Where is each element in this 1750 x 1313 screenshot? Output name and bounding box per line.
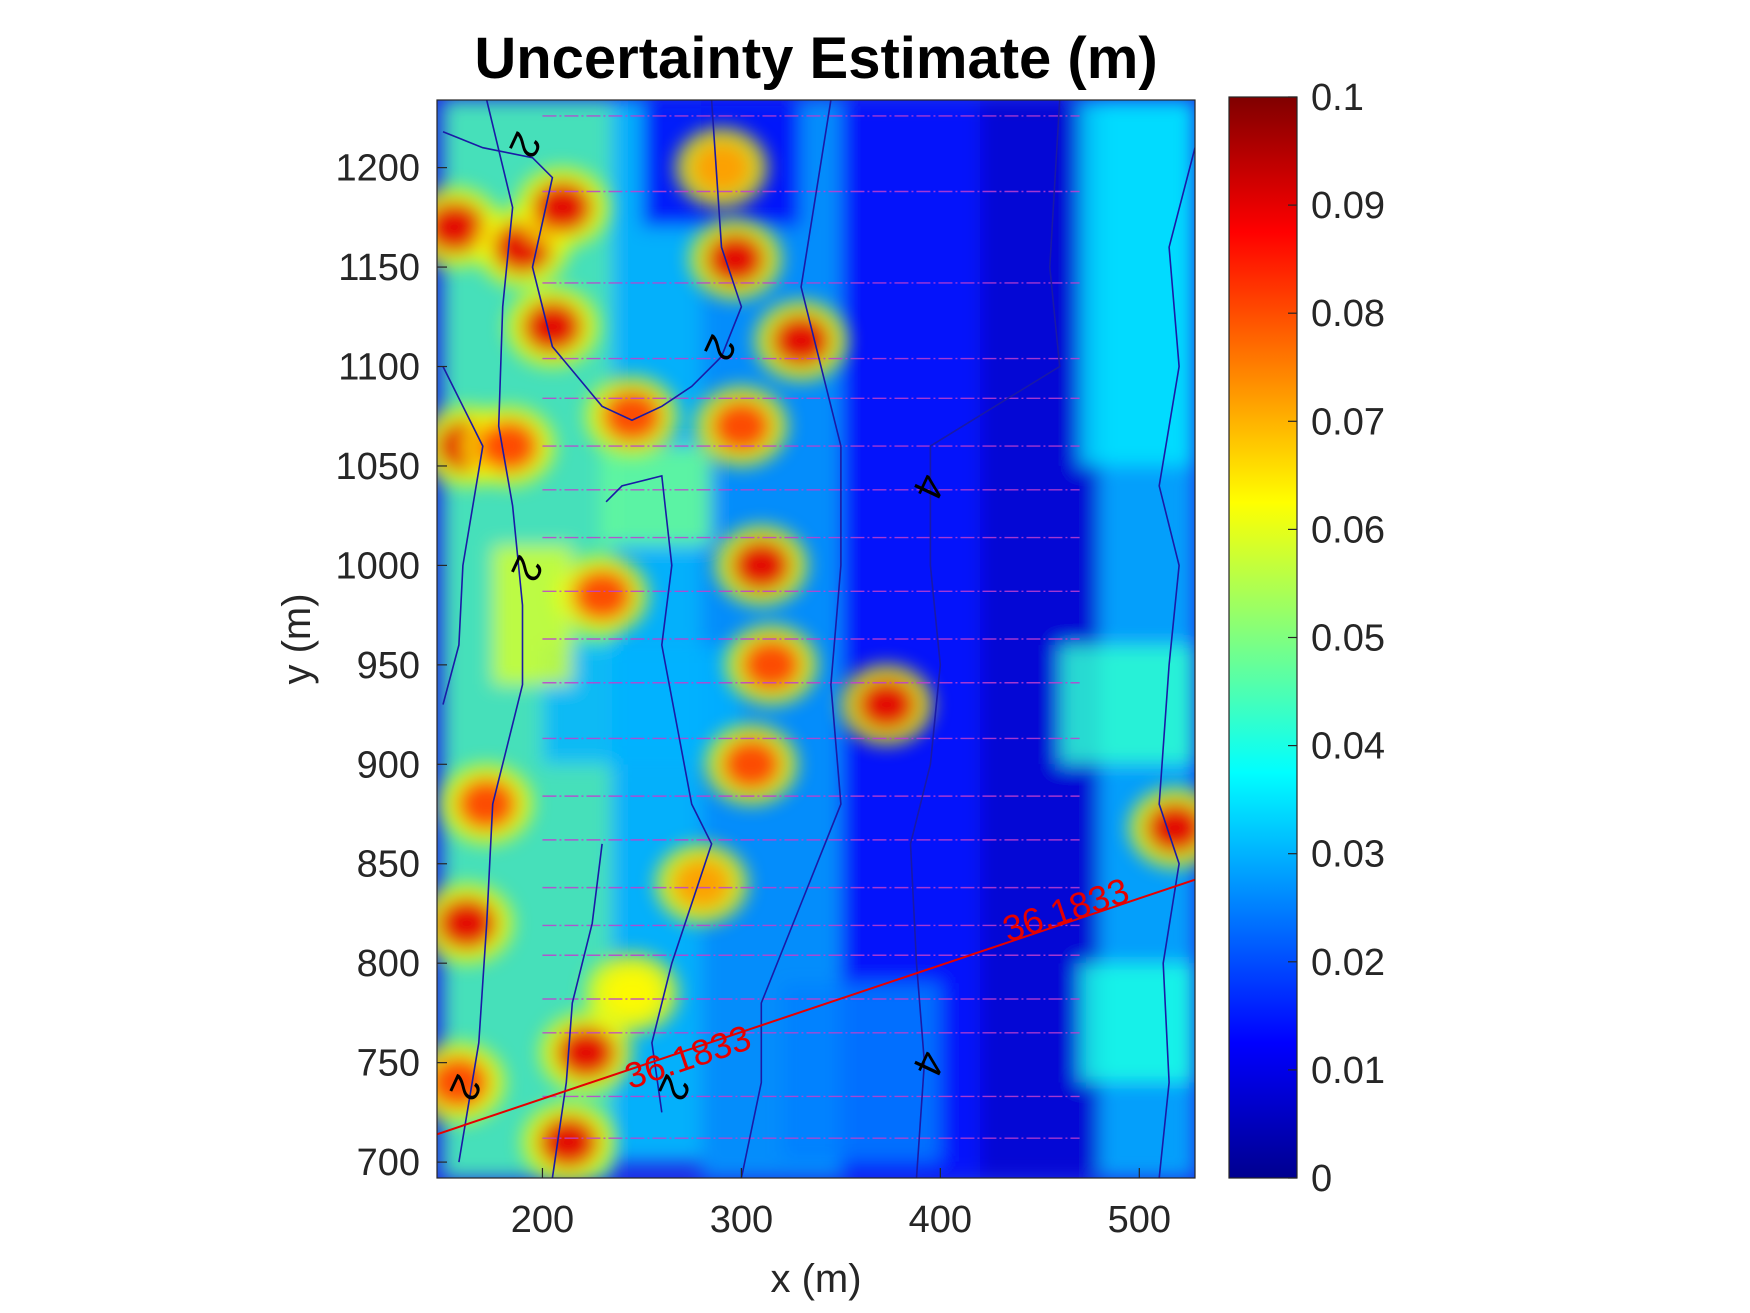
hotspot — [456, 778, 517, 831]
plot-frame — [436, 99, 1196, 1179]
hotspot — [556, 1026, 617, 1079]
hotspot — [532, 181, 593, 234]
hotspot — [437, 1056, 489, 1109]
colorbar-gradient — [1228, 96, 1298, 1179]
heatmap-band — [1079, 100, 1195, 466]
y-axis-label: y (m) — [275, 593, 319, 684]
hotspot — [522, 300, 583, 353]
x-axis-label: x (m) — [770, 1257, 861, 1301]
x-axis-ticks: 200 300 400 500 — [511, 1168, 1171, 1241]
heatmap-band — [542, 644, 742, 765]
colorbar-tick-label: 0.06 — [1311, 509, 1385, 551]
survey-lines — [542, 115, 1080, 1139]
chart-title: Uncertainty Estimate (m) — [474, 26, 1157, 91]
hotspot — [731, 539, 792, 592]
colorbar-tick-label: 0 — [1311, 1158, 1332, 1200]
y-tick-label: 1100 — [338, 347, 420, 389]
hotspot — [856, 678, 917, 731]
contour-line — [909, 100, 1061, 1178]
hotspot — [705, 233, 766, 286]
colorbar-tick-label: 0.08 — [1311, 293, 1385, 335]
x-tick-label: 500 — [1108, 1199, 1171, 1241]
heatmap-band — [1079, 963, 1195, 1083]
hotspot — [437, 897, 497, 950]
y-tick-label: 700 — [357, 1142, 420, 1184]
hotspot — [741, 638, 802, 691]
heatmap-band — [781, 983, 941, 1163]
contour-line — [442, 100, 743, 422]
contour-line — [1158, 147, 1195, 1178]
y-tick-label: 950 — [357, 645, 420, 687]
x-tick-label: 400 — [909, 1199, 972, 1241]
y-axis-ticks: 700 750 800 850 900 950 1000 1050 1100 1150 1200 — [335, 148, 447, 1184]
colorbar-tick-label: 0.02 — [1311, 942, 1385, 984]
reference-line — [437, 878, 1195, 1136]
y-tick-label: 1200 — [335, 148, 420, 190]
x-tick-label: 200 — [511, 1199, 574, 1241]
heatmap-band — [1059, 644, 1195, 765]
y-tick-label: 1150 — [338, 247, 420, 289]
y-tick-label: 1000 — [335, 545, 420, 587]
x-tick-label: 300 — [710, 1199, 773, 1241]
colorbar-tick-label: 0.04 — [1311, 726, 1385, 768]
hotspot — [572, 569, 633, 622]
contour-line — [458, 100, 524, 1163]
colorbar-tick-label: 0.01 — [1311, 1050, 1385, 1092]
y-tick-label: 800 — [357, 943, 420, 985]
colorbar-tick-label: 0.05 — [1311, 618, 1385, 660]
hotspot — [437, 201, 485, 254]
colorbar-tick-label: 0.1 — [1311, 77, 1364, 119]
hotspot — [671, 857, 732, 910]
colorbar-tick-label: 0.03 — [1311, 834, 1385, 876]
colorbar-tick-label: 0.07 — [1311, 401, 1385, 443]
plot-area — [437, 100, 1195, 1178]
colorbar-tick-label: 0.09 — [1311, 185, 1385, 227]
contour-line — [442, 366, 484, 705]
contour-lines — [442, 100, 1195, 1178]
hotspot — [721, 738, 782, 791]
y-tick-label: 850 — [357, 844, 420, 886]
colorbar: 0 0.01 0.02 0.03 0.04 0.05 0.06 0.07 0.08 0.09 0.1 — [1228, 77, 1385, 1200]
hotspot — [601, 967, 662, 1020]
hotspot — [711, 400, 772, 453]
y-tick-label: 900 — [357, 744, 420, 786]
contour-line — [551, 843, 603, 1178]
hotspot — [601, 390, 662, 443]
heatmap-hotspots — [437, 127, 1195, 1178]
hotspot — [478, 420, 539, 473]
colorbar-ticks: 0 0.01 0.02 0.03 0.04 0.05 0.06 0.07 0.08 0.09 0.1 — [1288, 77, 1385, 1200]
hotspot — [538, 1116, 599, 1169]
y-tick-label: 1050 — [335, 446, 420, 488]
hotspot — [1145, 801, 1195, 854]
heatmap-band — [492, 545, 573, 685]
hotspot — [691, 141, 752, 194]
y-tick-label: 750 — [357, 1043, 420, 1085]
contour-line — [740, 100, 842, 1178]
heatmap-band — [602, 446, 712, 546]
hotspot — [771, 314, 832, 367]
contour-line — [605, 474, 713, 1113]
